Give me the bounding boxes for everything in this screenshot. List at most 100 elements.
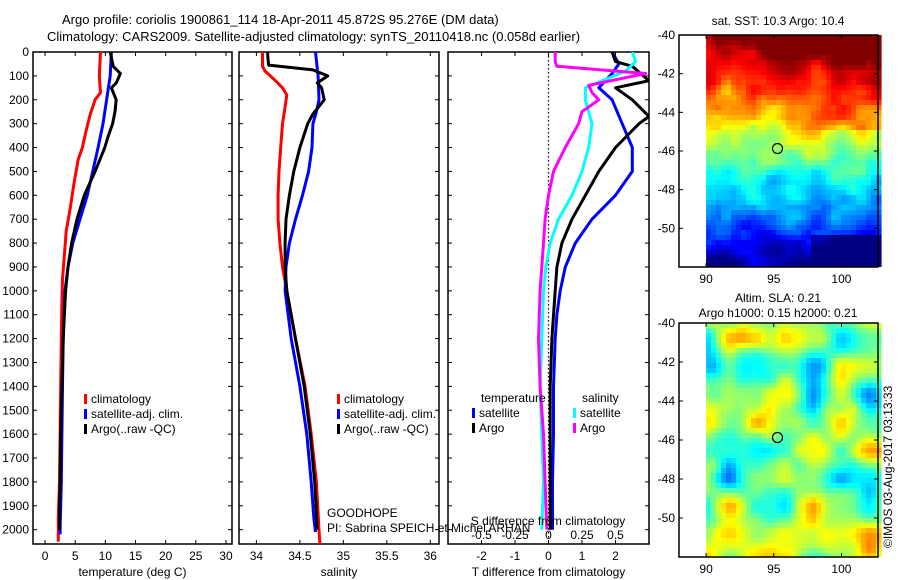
heatmap-cell xyxy=(866,185,872,191)
heatmap-cell xyxy=(721,110,727,116)
heatmap-cell xyxy=(791,265,797,267)
heatmap-cell xyxy=(791,508,797,514)
heatmap-cell xyxy=(846,215,852,221)
heatmap-cell xyxy=(751,453,757,459)
heatmap-cell xyxy=(776,458,782,464)
heatmap-cell xyxy=(756,160,762,166)
heatmap-cell xyxy=(721,518,727,524)
heatmap-cell xyxy=(791,225,797,231)
heatmap-cell xyxy=(861,50,867,56)
heatmap-cell xyxy=(871,215,877,221)
heatmap-cell xyxy=(851,468,857,474)
heatmap-cell xyxy=(791,55,797,61)
heatmap-cell xyxy=(816,448,822,454)
heatmap-cell xyxy=(746,175,752,181)
heatmap-cell xyxy=(726,50,732,56)
heatmap-cell xyxy=(876,200,882,206)
heatmap-cell xyxy=(711,185,717,191)
heatmap-cell xyxy=(771,120,777,126)
heatmap-cell xyxy=(716,463,722,469)
heatmap-cell xyxy=(876,165,882,171)
heatmap-cell xyxy=(816,503,822,509)
heatmap-cell xyxy=(866,328,872,334)
heatmap-cell xyxy=(811,260,817,266)
heatmap-cell xyxy=(736,468,742,474)
heatmap-cell xyxy=(861,508,867,514)
heatmap-cell xyxy=(816,60,822,66)
heatmap-cell xyxy=(831,75,837,81)
heatmap-cell xyxy=(706,200,712,206)
heatmap-cell xyxy=(876,160,882,166)
heatmap-cell xyxy=(736,35,742,41)
temperature-axes-frame xyxy=(32,51,233,545)
heatmap-cell xyxy=(851,220,857,226)
heatmap-cell xyxy=(786,230,792,236)
heatmap-cell xyxy=(856,468,862,474)
heatmap-cell xyxy=(721,130,727,136)
heatmap-cell xyxy=(866,373,872,379)
heatmap-cell xyxy=(801,200,807,206)
heatmap-cell xyxy=(806,423,812,429)
heatmap-cell xyxy=(801,185,807,191)
heatmap-cell xyxy=(746,373,752,379)
heatmap-cell xyxy=(741,408,747,414)
heatmap-cell xyxy=(786,488,792,494)
heatmap-cell xyxy=(721,358,727,364)
heatmap-cell xyxy=(796,338,802,344)
heatmap-cell xyxy=(791,195,797,201)
heatmap-cell xyxy=(706,478,712,484)
heatmap-cell xyxy=(726,433,732,439)
heatmap-cell xyxy=(821,90,827,96)
heatmap-cell xyxy=(776,438,782,444)
heatmap-cell xyxy=(836,95,842,101)
heatmap-cell xyxy=(781,398,787,404)
heatmap-cell xyxy=(796,120,802,126)
heatmap-cell xyxy=(846,240,852,246)
heatmap-cell xyxy=(711,75,717,81)
heatmap-cell xyxy=(741,418,747,424)
heatmap-cell xyxy=(751,160,757,166)
heatmap-cell xyxy=(806,220,812,226)
heatmap-cell xyxy=(736,348,742,354)
heatmap-cell xyxy=(801,518,807,524)
heatmap-cell xyxy=(791,85,797,91)
heatmap-cell xyxy=(791,438,797,444)
heatmap-cell xyxy=(801,413,807,419)
heatmap-cell xyxy=(776,483,782,489)
heatmap-cell xyxy=(831,543,837,549)
heatmap-cell xyxy=(751,513,757,519)
x-tick-label: 5 xyxy=(72,549,79,563)
heatmap-cell xyxy=(871,250,877,256)
heatmap-cell xyxy=(726,508,732,514)
heatmap-cell xyxy=(801,408,807,414)
heatmap-cell xyxy=(836,518,842,524)
heatmap-cell xyxy=(821,200,827,206)
heatmap-cell xyxy=(771,160,777,166)
heatmap-cell xyxy=(706,398,712,404)
heatmap-cell xyxy=(821,353,827,359)
heatmap-cell xyxy=(796,388,802,394)
y-tick-label: 400 xyxy=(9,141,29,155)
heatmap-cell xyxy=(791,423,797,429)
heatmap-cell xyxy=(846,50,852,56)
heatmap-cell xyxy=(756,235,762,241)
heatmap-cell xyxy=(731,353,737,359)
heatmap-cell xyxy=(821,328,827,334)
heatmap-cell xyxy=(761,180,767,186)
heatmap-cell xyxy=(776,120,782,126)
heatmap-cell xyxy=(781,110,787,116)
heatmap-cell xyxy=(771,473,777,479)
heatmap-cell xyxy=(841,408,847,414)
heatmap-cell xyxy=(846,458,852,464)
heatmap-cell xyxy=(866,493,872,499)
heatmap-cell xyxy=(801,363,807,369)
heatmap-cell xyxy=(866,498,872,504)
x-tick-label: 95 xyxy=(767,562,781,576)
heatmap-cell xyxy=(786,155,792,161)
heatmap-cell xyxy=(771,185,777,191)
heatmap-cell xyxy=(751,353,757,359)
heatmap-cell xyxy=(846,518,852,524)
heatmap-cell xyxy=(846,373,852,379)
heatmap-cell xyxy=(711,438,717,444)
heatmap-cell xyxy=(756,215,762,221)
